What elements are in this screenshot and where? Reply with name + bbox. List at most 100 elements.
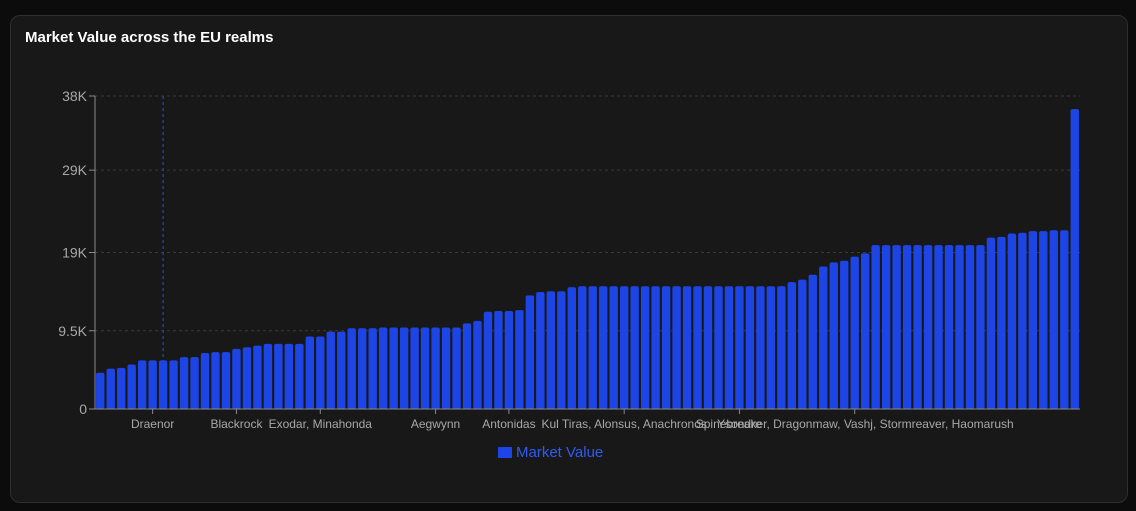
bar <box>944 245 954 409</box>
bar <box>934 245 943 409</box>
x-tick-label: Exodar, Minahonda <box>269 417 373 431</box>
bar <box>693 286 702 409</box>
bar <box>902 245 912 409</box>
bar <box>840 260 849 409</box>
bar <box>462 323 472 409</box>
legend-swatch <box>498 447 512 458</box>
y-tick-label: 38K <box>62 88 88 104</box>
bar <box>473 320 482 409</box>
bar <box>211 352 220 409</box>
bar <box>378 327 388 409</box>
bar <box>295 343 304 409</box>
bar <box>724 286 734 409</box>
bar <box>1049 230 1058 409</box>
bar <box>399 327 409 409</box>
bar <box>714 286 723 409</box>
bar <box>829 262 838 409</box>
bar <box>431 327 440 409</box>
bar <box>640 286 650 409</box>
bar <box>347 328 356 409</box>
bar <box>200 352 210 409</box>
bar <box>997 236 1006 409</box>
bar <box>860 253 870 409</box>
y-tick-label: 9.5K <box>58 323 87 339</box>
y-tick-label: 29K <box>62 162 88 178</box>
bar <box>420 327 430 409</box>
bar <box>284 343 294 409</box>
bar <box>452 327 461 409</box>
bar <box>441 327 451 409</box>
x-tick-label: Kul Tiras, Alonsus, Anachronos <box>541 417 706 431</box>
bar <box>169 360 178 409</box>
bar <box>672 286 681 409</box>
bar <box>955 245 964 409</box>
bar <box>976 245 985 409</box>
chart-title: Market Value across the EU realms <box>25 29 274 46</box>
bar <box>546 291 556 409</box>
x-tick-label: Ysondre <box>717 417 762 431</box>
bar <box>337 331 346 409</box>
bar <box>766 286 776 409</box>
bar <box>756 286 765 409</box>
bar <box>923 245 933 409</box>
bar <box>96 372 105 409</box>
bar <box>232 348 241 409</box>
x-tick-label: Draenor <box>131 417 174 431</box>
legend-label[interactable]: Market Value <box>516 444 604 461</box>
bar <box>588 286 597 409</box>
bar <box>242 347 252 409</box>
bar <box>567 287 576 409</box>
bars <box>96 109 1079 409</box>
bar <box>1028 231 1038 409</box>
legend[interactable]: Market Value <box>498 444 603 461</box>
bar <box>504 310 514 409</box>
bar <box>274 343 283 409</box>
bar <box>316 336 325 409</box>
bar <box>557 291 566 409</box>
bar <box>127 364 136 409</box>
bar <box>808 274 817 409</box>
bar <box>787 282 797 409</box>
y-axis-ticks: 0 9.5K 19K 29K 38K <box>58 88 95 417</box>
bar <box>1070 109 1079 409</box>
bar <box>965 245 975 409</box>
x-tick-label: Spinebreaker, Dragonmaw, Vashj, Stormrea… <box>696 417 1014 431</box>
bar <box>850 256 859 409</box>
bar <box>158 360 168 409</box>
bar <box>1060 230 1069 409</box>
bar <box>483 311 493 409</box>
bar <box>578 286 587 409</box>
bar <box>137 360 147 409</box>
bar <box>703 286 713 409</box>
bar <box>148 360 157 409</box>
bar <box>515 310 524 409</box>
bar <box>494 310 503 409</box>
bar <box>263 343 273 409</box>
bar <box>819 266 828 409</box>
bar <box>253 345 262 409</box>
bar <box>179 357 189 409</box>
bar <box>619 286 629 409</box>
x-tick-label: Antonidas <box>482 417 535 431</box>
bar <box>881 245 891 409</box>
bar <box>798 279 807 409</box>
bar <box>106 368 115 409</box>
bar <box>1039 231 1048 409</box>
bar <box>305 336 315 409</box>
bar <box>599 286 608 409</box>
bar <box>389 327 398 409</box>
bar <box>368 328 377 409</box>
bar <box>358 328 367 409</box>
bar <box>410 327 419 409</box>
bar <box>661 286 671 409</box>
bar <box>777 286 786 409</box>
grid-lines <box>95 95 1080 332</box>
bar <box>651 286 660 409</box>
bar <box>1007 233 1017 409</box>
bar <box>1018 232 1027 409</box>
bar <box>609 286 618 409</box>
bar <box>986 237 996 409</box>
y-tick-label: 0 <box>79 401 87 417</box>
bar <box>735 286 744 409</box>
